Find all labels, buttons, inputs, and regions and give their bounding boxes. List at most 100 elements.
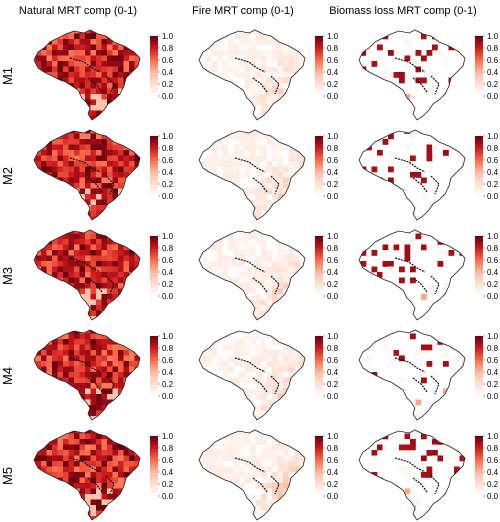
raster-cell [217, 55, 223, 62]
raster-cell [222, 405, 229, 411]
raster-cell [140, 505, 146, 511]
raster-cell [305, 61, 311, 67]
raster-cell [79, 277, 86, 284]
raster-cell [107, 88, 113, 95]
raster-cell [305, 434, 311, 440]
raster-cell [454, 472, 460, 478]
raster-cell [233, 310, 240, 317]
raster-cell [118, 461, 124, 467]
raster-cell [74, 150, 80, 156]
raster-cell [112, 388, 119, 395]
raster-cell [288, 388, 295, 395]
raster-cell [266, 255, 273, 262]
raster-cell [388, 294, 394, 300]
raster-cell [239, 422, 245, 428]
raster-cell [52, 488, 58, 495]
raster-cell [140, 67, 146, 73]
raster-cell [359, 430, 361, 434]
raster-cell [101, 272, 108, 278]
raster-cell [79, 410, 86, 417]
raster-cell [294, 361, 300, 367]
raster-cell [63, 299, 69, 306]
raster-cell [46, 439, 53, 445]
raster-cell [222, 172, 229, 178]
raster-cell [410, 61, 416, 67]
raster-cell [239, 239, 245, 245]
raster-cell [393, 510, 400, 517]
raster-cell [35, 194, 42, 200]
raster-cell [200, 130, 207, 134]
raster-cell [129, 461, 135, 467]
raster-cell [123, 272, 130, 278]
raster-cell [35, 355, 42, 362]
raster-cell [299, 444, 305, 451]
raster-cell [135, 222, 141, 228]
raster-cell [134, 172, 140, 178]
raster-cell [443, 150, 449, 156]
raster-cell [200, 516, 207, 520]
raster-cell [35, 188, 42, 195]
raster-cell [85, 33, 91, 40]
raster-cell [35, 150, 42, 156]
raster-cell [96, 488, 102, 495]
raster-cell [46, 55, 53, 62]
raster-cell [206, 466, 212, 473]
raster-cell [239, 494, 245, 500]
colorbar [150, 236, 158, 296]
raster-cell [68, 372, 75, 378]
raster-cell [250, 339, 256, 345]
brazil-outline [358, 29, 466, 121]
raster-cell [101, 266, 108, 273]
raster-cell [360, 333, 367, 340]
raster-cell [96, 294, 102, 300]
raster-cell [199, 83, 201, 89]
raster-cell [305, 478, 311, 484]
raster-cell [233, 277, 240, 284]
raster-cell [199, 372, 201, 378]
raster-cell [206, 510, 212, 517]
raster-cell [107, 288, 113, 295]
raster-cell [107, 316, 113, 320]
raster-cell [399, 205, 405, 211]
map-panel-m2-col3 [358, 129, 466, 221]
raster-cell [200, 161, 207, 167]
raster-cell [118, 416, 124, 420]
raster-cell [459, 305, 465, 311]
raster-cell [300, 222, 306, 228]
raster-cell [443, 210, 449, 217]
raster-cell [134, 444, 140, 451]
raster-cell [79, 244, 86, 251]
raster-cell [305, 145, 311, 151]
raster-cell [74, 422, 80, 428]
raster-cell [68, 472, 75, 478]
raster-cell [250, 150, 256, 156]
raster-cell [34, 499, 36, 506]
raster-cell [134, 366, 140, 373]
raster-cell [46, 255, 53, 262]
raster-cell [101, 99, 108, 106]
raster-cell [41, 50, 47, 56]
raster-cell [443, 144, 449, 151]
raster-cell [266, 216, 273, 220]
raster-cell [41, 483, 47, 489]
raster-cell [63, 188, 69, 195]
raster-cell [294, 316, 300, 320]
raster-cell [206, 505, 212, 511]
raster-cell [261, 205, 267, 211]
raster-cell [101, 66, 108, 73]
raster-cell [261, 177, 267, 184]
raster-cell [239, 94, 245, 100]
raster-cell [107, 139, 113, 145]
raster-cell [85, 222, 91, 228]
raster-cell [239, 350, 245, 356]
raster-cell [228, 510, 234, 517]
raster-cell [140, 83, 146, 89]
raster-cell [101, 450, 108, 456]
raster-cell [366, 339, 372, 345]
raster-cell [371, 105, 378, 111]
raster-cell [41, 305, 47, 311]
raster-cell [305, 400, 311, 406]
raster-cell [74, 339, 80, 345]
raster-cell [134, 83, 140, 89]
raster-cell [34, 305, 36, 311]
